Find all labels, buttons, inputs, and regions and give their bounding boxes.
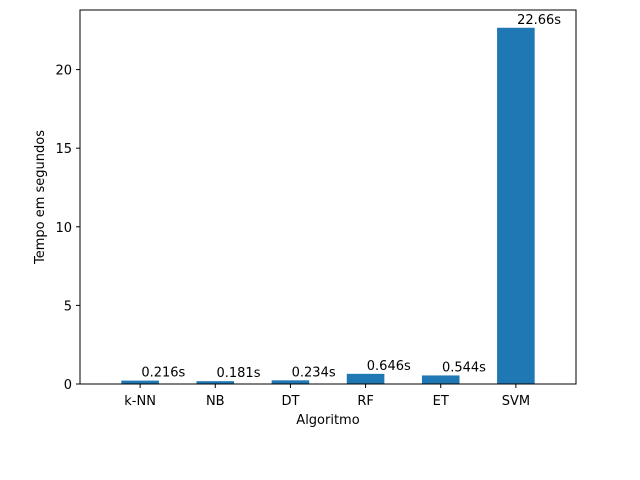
y-tick-label: 5 bbox=[64, 299, 72, 314]
data-label: 22.66s bbox=[517, 13, 561, 28]
bar-et bbox=[421, 375, 460, 384]
data-label: 0.181s bbox=[216, 366, 260, 381]
data-label: 0.646s bbox=[367, 359, 411, 374]
x-tick-label: NB bbox=[206, 394, 225, 409]
x-tick-label: ET bbox=[433, 394, 449, 409]
y-axis-ticks: 0 5 10 15 20 bbox=[55, 64, 80, 393]
y-tick-label: 0 bbox=[64, 378, 72, 393]
bar-nb bbox=[196, 381, 235, 384]
x-tick-label: DT bbox=[281, 394, 299, 409]
x-tick-label: SVM bbox=[502, 394, 530, 409]
y-tick-label: 10 bbox=[55, 221, 72, 236]
bar-dt bbox=[271, 380, 310, 384]
x-axis-label: Algoritmo bbox=[296, 413, 359, 428]
y-tick-label: 20 bbox=[55, 64, 72, 79]
data-label: 0.544s bbox=[442, 360, 486, 375]
bars-group bbox=[121, 27, 535, 384]
bar-rf bbox=[346, 373, 385, 384]
x-tick-label: k-NN bbox=[124, 394, 156, 409]
x-axis-ticks: k-NN NB DT RF ET SVM bbox=[124, 384, 530, 409]
x-tick-label: RF bbox=[357, 394, 374, 409]
y-tick-label: 15 bbox=[55, 142, 72, 157]
data-labels-group: 0.216s 0.181s 0.234s 0.646s 0.544s 22.66s bbox=[141, 13, 561, 381]
plot-frame bbox=[79, 9, 577, 385]
bar-svm bbox=[497, 27, 535, 384]
data-label: 0.234s bbox=[292, 365, 336, 380]
data-label: 0.216s bbox=[141, 366, 185, 381]
y-axis-label: Tempo em segundos bbox=[33, 130, 48, 265]
bar-k-nn bbox=[121, 380, 159, 384]
